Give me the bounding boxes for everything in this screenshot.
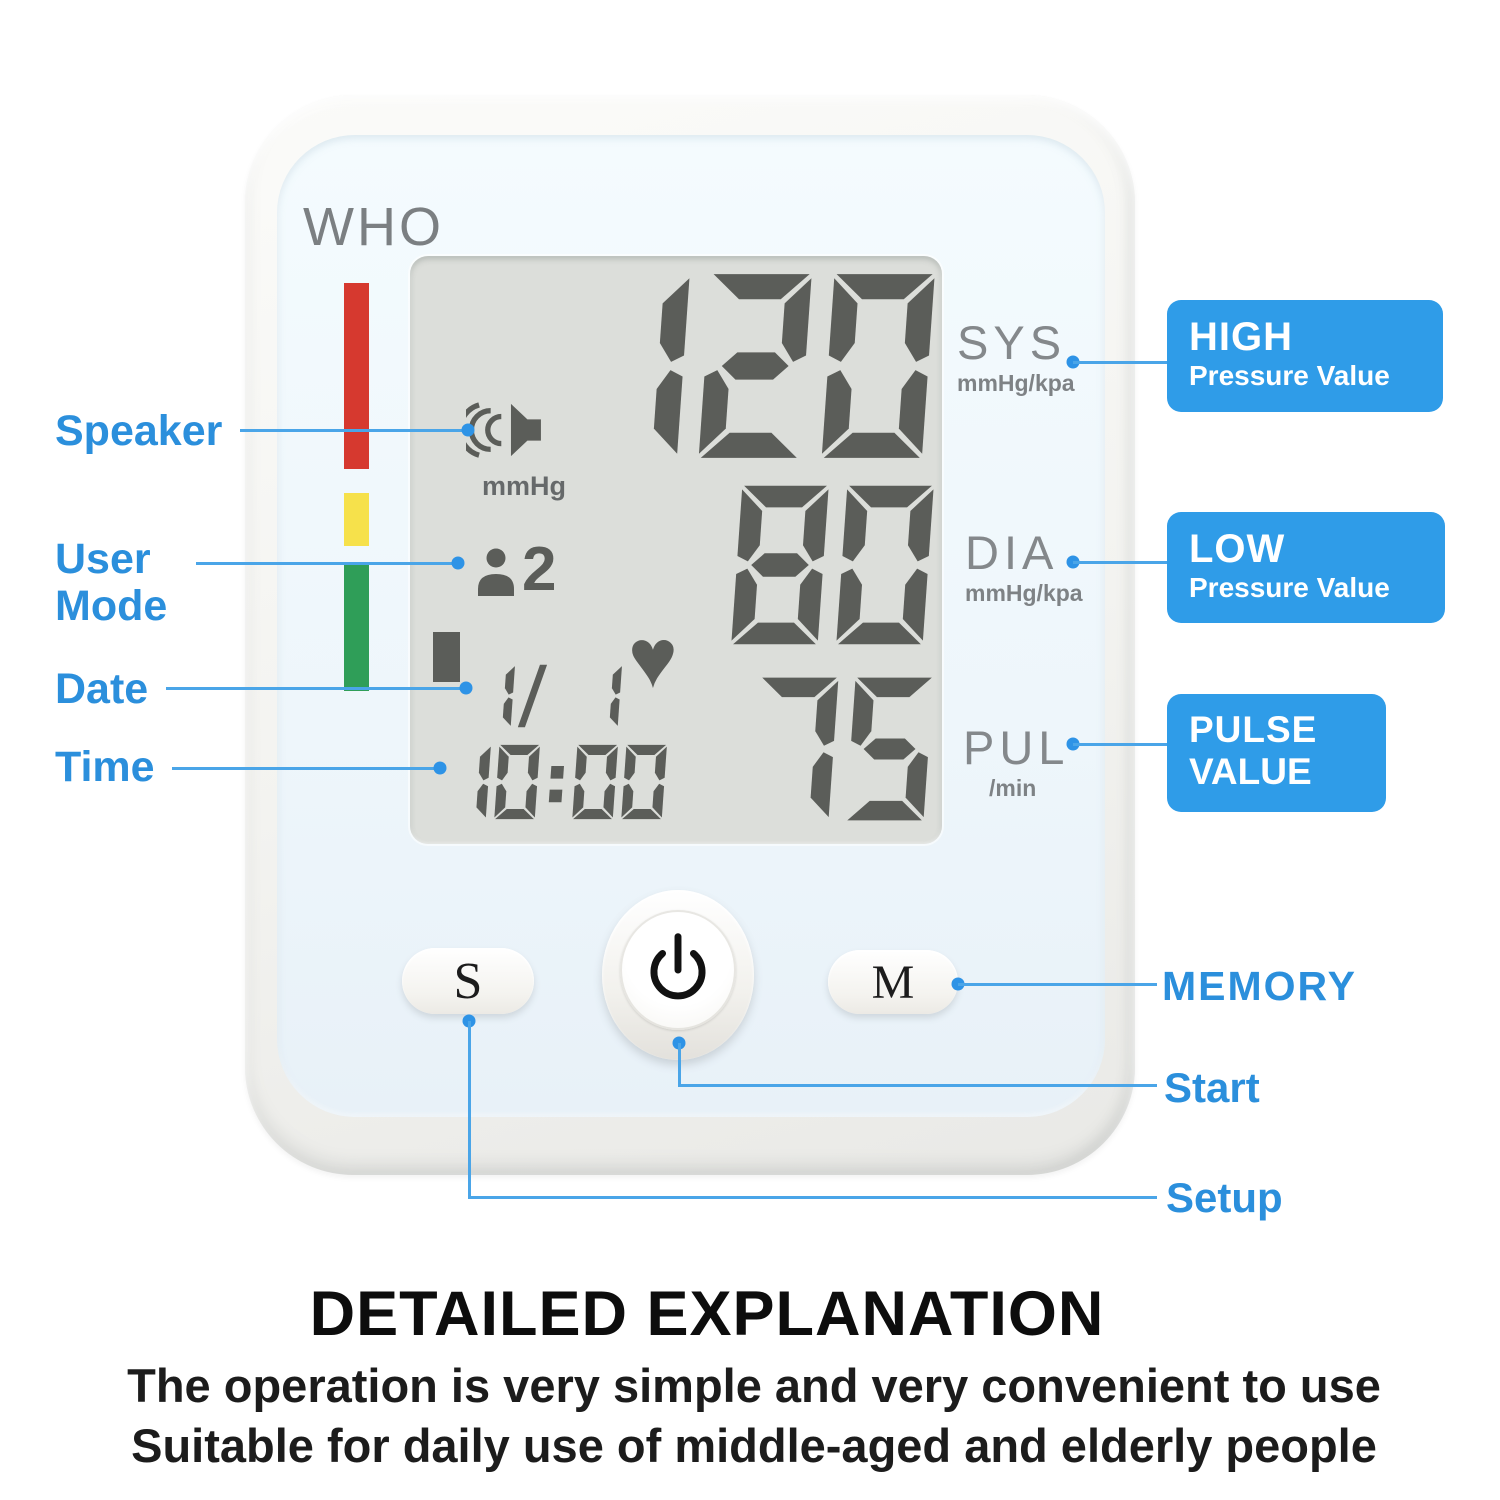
callout-pulse-value: PULSE VALUE (1167, 694, 1386, 812)
sys-reading (573, 272, 936, 460)
date-connector-line (166, 687, 466, 690)
time-connector-dot (433, 761, 447, 775)
callout-pulse-subtitle: VALUE (1189, 751, 1312, 792)
power-icon (650, 933, 706, 1000)
setup-connector-vline (468, 1021, 471, 1199)
annotation-date: Date (55, 665, 149, 713)
start-connector-line (678, 1084, 1157, 1087)
speaker-connector-line (240, 429, 468, 432)
user-mode-connector-dot (451, 556, 465, 570)
battery-icon (433, 632, 460, 682)
pul-unit-label: /min (989, 775, 1037, 801)
memory-button-label: M (871, 955, 915, 1009)
speaker-connector-dot (461, 423, 475, 437)
speaker-icon (466, 402, 541, 458)
dia-connector-line (1073, 561, 1168, 564)
setup-button-label: S (453, 952, 483, 1010)
pul-panel-label: PUL /min (963, 724, 1069, 802)
dia-unit-label: mmHg/kpa (965, 580, 1083, 606)
who-scale-red-bar (344, 283, 369, 469)
sys-label: SYS (957, 316, 1067, 369)
start-connector-vline (678, 1043, 681, 1087)
annotation-setup: Setup (1166, 1174, 1283, 1221)
dia-panel-label: DIA mmHg/kpa (965, 529, 1083, 607)
who-scale-green-bar (344, 564, 369, 691)
footer-line-2: Suitable for daily use of middle-aged an… (131, 1419, 1377, 1472)
callout-low-pressure: LOW Pressure Value (1167, 512, 1445, 623)
date-reading (476, 664, 623, 728)
memory-button[interactable]: M (828, 950, 958, 1014)
setup-button[interactable]: S (402, 948, 534, 1014)
user-mode-connector-line (196, 562, 458, 565)
pul-label: PUL (963, 721, 1070, 774)
annotation-user-mode: User Mode (55, 535, 168, 630)
memory-connector-line (958, 983, 1157, 986)
start-button[interactable] (602, 890, 754, 1060)
lcd-unit-label: mmHg (482, 471, 567, 501)
who-indicator-label: WHO (303, 197, 444, 257)
sys-unit-label: mmHg/kpa (957, 370, 1075, 396)
time-reading (444, 744, 668, 820)
user-mode-indicator: 2 (476, 535, 557, 604)
time-connector-line (172, 767, 440, 770)
sys-panel-label: SYS mmHg/kpa (957, 319, 1075, 397)
annotation-start: Start (1164, 1064, 1260, 1111)
date-connector-dot (459, 681, 473, 695)
dia-label: DIA (965, 526, 1059, 579)
callout-high-title: HIGH (1189, 315, 1293, 359)
who-scale-yellow-bar (344, 493, 369, 546)
annotation-memory: MEMORY (1162, 963, 1357, 1009)
callout-high-subtitle: Pressure Value (1189, 360, 1390, 391)
footer-title: DETAILED EXPLANATION (309, 1279, 1105, 1349)
blood-pressure-monitor: WHO mmHg 2 (245, 95, 1135, 1175)
footer-description: The operation is very simple and very co… (4, 1356, 1500, 1476)
callout-low-title: LOW (1189, 527, 1286, 571)
callout-pulse-title: PULSE (1189, 709, 1318, 750)
user-mode-number: 2 (522, 535, 557, 604)
pul-connector-line (1073, 743, 1168, 746)
annotation-time: Time (55, 743, 155, 791)
setup-connector-line (468, 1196, 1157, 1199)
sys-connector-line (1073, 361, 1168, 364)
annotation-speaker: Speaker (55, 407, 223, 455)
dia-reading (574, 484, 935, 646)
pulse-reading (575, 676, 935, 822)
callout-low-subtitle: Pressure Value (1189, 572, 1390, 603)
start-button-face (620, 910, 736, 1030)
heart-icon: ♥ (628, 611, 678, 705)
lcd-display: mmHg 2 ♥ (410, 256, 942, 844)
footer-line-1: The operation is very simple and very co… (127, 1359, 1381, 1412)
user-icon (478, 548, 514, 596)
callout-high-pressure: HIGH Pressure Value (1167, 300, 1443, 412)
